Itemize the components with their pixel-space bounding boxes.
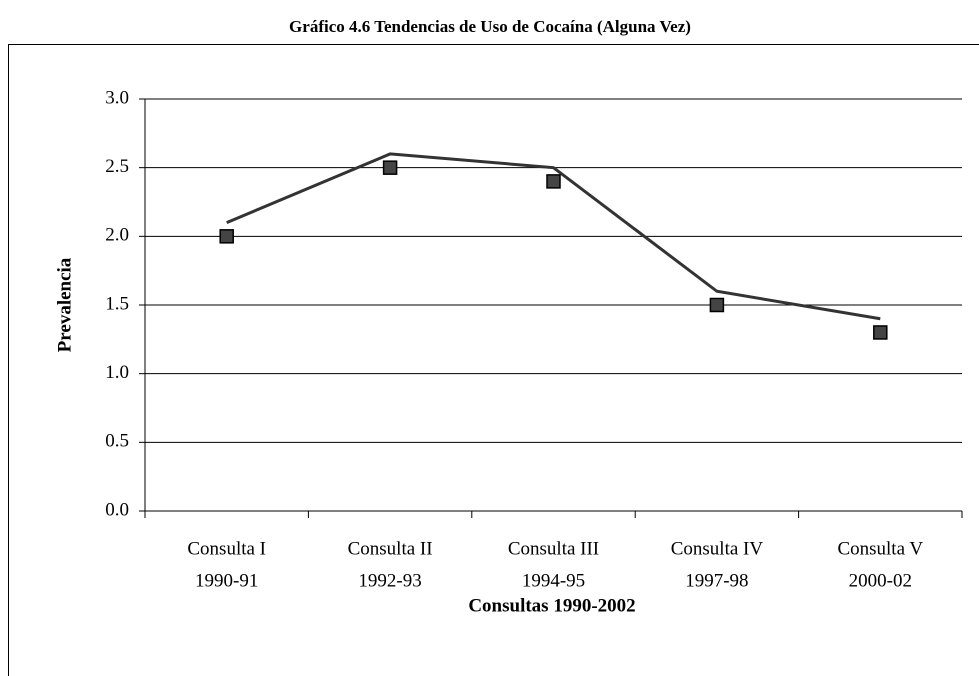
- marker: [219, 229, 234, 244]
- y-tick-label: 0.5: [105, 431, 129, 452]
- x-axis-title: Consultas 1990-2002: [468, 595, 635, 616]
- y-tick-label: 1.5: [105, 293, 129, 314]
- y-tick-label: 3.0: [105, 87, 129, 108]
- x-tick-label: Consulta V: [837, 538, 923, 559]
- y-axis-title: Prevalencia: [54, 257, 75, 352]
- x-tick-label: Consulta III: [508, 538, 599, 559]
- x-tick-label: 1994-95: [522, 570, 585, 591]
- line: [226, 152, 881, 321]
- marker: [873, 325, 888, 340]
- y-tick-label: 2.5: [105, 156, 129, 177]
- chart-frame: [8, 44, 979, 676]
- y-tick-label: 0.0: [105, 499, 129, 520]
- x-tick-label: 1997-98: [685, 570, 748, 591]
- marker: [709, 297, 725, 313]
- x-tick-label: 2000-02: [849, 570, 912, 591]
- marker: [382, 160, 398, 175]
- marker: [546, 174, 561, 189]
- y-tick-label: 2.0: [105, 225, 129, 246]
- x-tick-label: Consulta II: [348, 538, 433, 559]
- x-tick-label: Consulta IV: [671, 538, 764, 559]
- x-tick-label: 1990-91: [195, 570, 258, 591]
- y-tick-label: 1.0: [105, 362, 129, 383]
- x-tick-label: 1992-93: [358, 570, 421, 591]
- x-tick-label: Consulta I: [187, 538, 266, 559]
- chart-title: Gráfico 4.6 Tendencias de Uso de Cocaína…: [289, 17, 691, 36]
